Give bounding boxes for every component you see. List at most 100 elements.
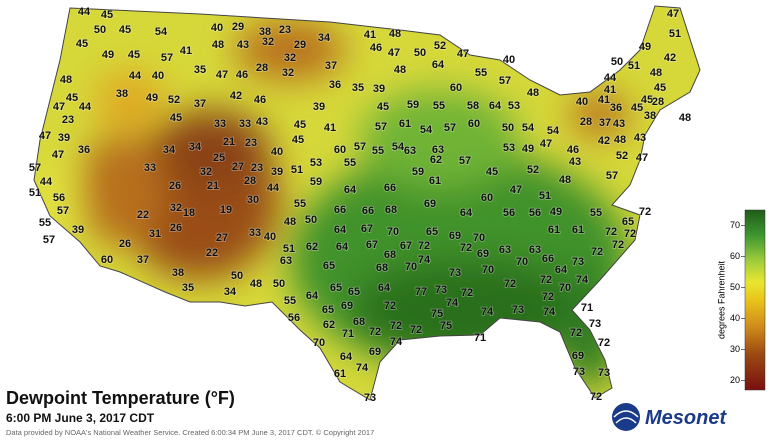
station-value: 54: [155, 26, 168, 38]
station-value: 55: [294, 198, 306, 210]
station-value: 42: [230, 90, 242, 102]
station-value: 34: [224, 286, 237, 298]
station-value: 29: [294, 39, 306, 51]
station-value: 70: [516, 256, 528, 268]
station-value: 45: [101, 9, 113, 21]
station-value: 56: [288, 312, 300, 324]
station-value: 46: [370, 42, 382, 54]
station-value: 48: [284, 216, 296, 228]
station-value: 44: [79, 101, 92, 113]
station-value: 67: [366, 239, 378, 251]
station-value: 52: [527, 164, 539, 176]
station-value: 51: [291, 164, 303, 176]
station-value: 72: [605, 226, 617, 238]
station-value: 45: [294, 119, 306, 131]
station-value: 55: [433, 100, 445, 112]
station-value: 44: [604, 72, 617, 84]
station-value: 28: [652, 96, 664, 108]
station-value: 62: [430, 154, 442, 166]
station-value: 44: [78, 6, 91, 18]
station-value: 39: [72, 224, 84, 236]
colorbar-tick-label: 40: [730, 313, 740, 323]
station-value: 38: [644, 110, 656, 122]
station-value: 28: [580, 116, 592, 128]
station-value: 74: [543, 306, 556, 318]
station-value: 23: [245, 137, 257, 149]
station-value: 56: [503, 207, 515, 219]
station-value: 51: [29, 187, 41, 199]
station-value: 75: [440, 320, 452, 332]
station-value: 56: [53, 192, 65, 204]
station-value: 50: [231, 270, 243, 282]
us-outline: [33, 5, 701, 401]
station-value: 48: [679, 112, 691, 124]
station-value: 52: [434, 40, 446, 52]
station-value: 64: [344, 184, 357, 196]
station-value: 47: [39, 130, 51, 142]
station-value: 38: [116, 88, 128, 100]
station-value: 45: [641, 94, 653, 106]
station-value: 72: [570, 327, 582, 339]
station-value: 27: [232, 161, 244, 173]
station-value: 64: [336, 241, 349, 253]
station-value: 23: [251, 162, 263, 174]
station-value: 60: [450, 82, 462, 94]
station-value: 19: [220, 204, 232, 216]
station-value: 43: [569, 156, 581, 168]
station-value: 47: [216, 69, 228, 81]
station-value: 49: [102, 49, 114, 61]
station-value: 70: [482, 264, 494, 276]
station-value: 55: [372, 145, 384, 157]
station-value: 72: [369, 326, 381, 338]
station-value: 66: [334, 204, 346, 216]
station-value: 18: [183, 207, 195, 219]
station-value: 64: [306, 290, 319, 302]
station-value: 33: [249, 227, 261, 239]
station-value: 71: [581, 302, 593, 314]
station-value: 51: [539, 190, 551, 202]
station-value: 50: [273, 278, 285, 290]
station-value: 39: [373, 83, 385, 95]
station-value: 54: [420, 124, 433, 136]
station-value: 44: [129, 70, 142, 82]
station-value: 51: [628, 60, 640, 72]
station-value: 55: [39, 217, 51, 229]
station-value: 68: [376, 262, 388, 274]
station-value: 64: [340, 351, 353, 363]
station-value: 57: [499, 75, 511, 87]
station-value: 70: [387, 226, 399, 238]
station-value: 50: [611, 56, 623, 68]
station-value: 48: [394, 64, 406, 76]
station-value: 45: [170, 112, 182, 124]
station-value: 72: [461, 287, 473, 299]
station-value: 60: [334, 144, 346, 156]
station-value: 74: [418, 254, 431, 266]
station-value: 45: [128, 49, 140, 61]
station-value: 33: [239, 118, 251, 130]
station-value: 53: [310, 157, 322, 169]
station-value: 38: [172, 267, 184, 279]
station-value: 33: [214, 118, 226, 130]
station-value: 74: [446, 297, 459, 309]
station-value: 45: [631, 102, 643, 114]
station-value: 49: [146, 92, 158, 104]
station-value: 42: [664, 52, 676, 64]
station-value: 48: [527, 87, 539, 99]
station-value: 74: [576, 274, 589, 286]
station-value: 37: [599, 117, 611, 129]
station-value: 66: [362, 205, 374, 217]
station-value: 45: [292, 134, 304, 146]
station-value: 73: [572, 256, 584, 268]
station-value: 29: [232, 21, 244, 33]
station-value: 55: [590, 207, 602, 219]
station-value: 48: [650, 67, 662, 79]
station-value: 27: [216, 232, 228, 244]
station-value: 41: [364, 29, 376, 41]
station-value: 63: [499, 244, 511, 256]
station-value: 61: [548, 224, 560, 236]
station-value: 70: [559, 282, 571, 294]
station-value: 47: [667, 8, 679, 20]
colorbar: [744, 209, 766, 391]
station-value: 40: [271, 146, 283, 158]
